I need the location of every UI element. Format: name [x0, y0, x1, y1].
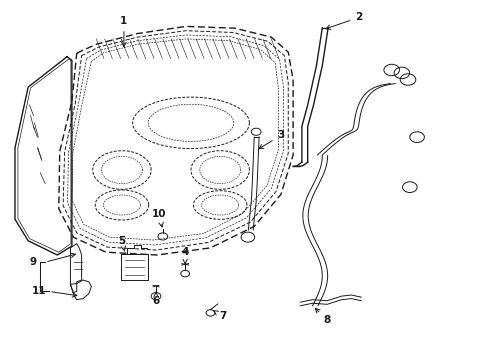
- Text: 2: 2: [325, 13, 362, 30]
- Text: 8: 8: [315, 309, 330, 325]
- Text: 6: 6: [152, 292, 159, 306]
- Text: 10: 10: [152, 209, 166, 227]
- Text: 4: 4: [181, 247, 188, 264]
- Text: 11: 11: [32, 287, 46, 296]
- Text: 9: 9: [29, 257, 37, 267]
- Text: 3: 3: [259, 130, 284, 149]
- Text: 7: 7: [213, 311, 226, 321]
- Text: 1: 1: [120, 16, 127, 47]
- Text: 5: 5: [118, 236, 125, 251]
